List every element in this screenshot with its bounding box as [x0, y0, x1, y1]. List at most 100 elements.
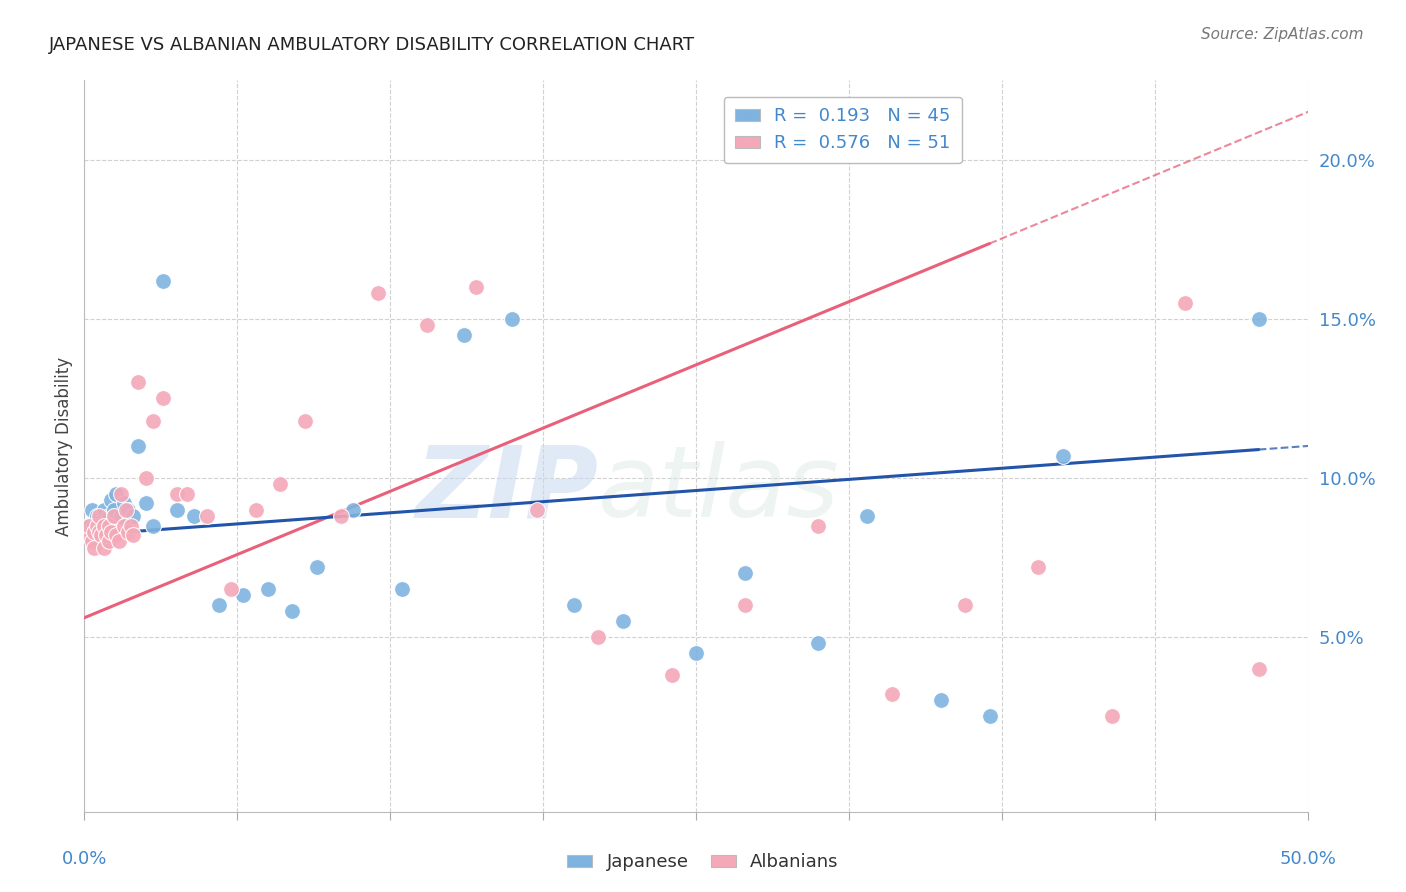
- Point: [87, 508, 110, 523]
- Point: [93, 518, 115, 533]
- Point: [80, 528, 103, 542]
- Text: 0.0%: 0.0%: [62, 850, 107, 868]
- Point: [464, 280, 486, 294]
- Point: [110, 508, 132, 523]
- Point: [1247, 662, 1270, 676]
- Y-axis label: Ambulatory Disability: Ambulatory Disability: [55, 357, 73, 535]
- Point: [112, 518, 135, 533]
- Legend: R =  0.193   N = 45, R =  0.576   N = 51: R = 0.193 N = 45, R = 0.576 N = 51: [724, 96, 962, 163]
- Point: [110, 486, 132, 500]
- Point: [86, 528, 108, 542]
- Point: [661, 668, 683, 682]
- Point: [1052, 449, 1074, 463]
- Text: ZIP: ZIP: [415, 442, 598, 539]
- Point: [105, 486, 128, 500]
- Point: [183, 508, 205, 523]
- Point: [929, 693, 952, 707]
- Point: [586, 630, 609, 644]
- Point: [86, 508, 108, 523]
- Text: Source: ZipAtlas.com: Source: ZipAtlas.com: [1201, 27, 1364, 42]
- Point: [76, 518, 98, 533]
- Point: [1028, 559, 1050, 574]
- Point: [685, 646, 707, 660]
- Point: [166, 486, 188, 500]
- Point: [391, 582, 413, 596]
- Point: [734, 598, 756, 612]
- Text: JAPANESE VS ALBANIAN AMBULATORY DISABILITY CORRELATION CHART: JAPANESE VS ALBANIAN AMBULATORY DISABILI…: [49, 36, 696, 54]
- Point: [1320, 693, 1343, 707]
- Point: [1101, 709, 1123, 723]
- Point: [219, 582, 242, 596]
- Point: [612, 614, 634, 628]
- Point: [93, 502, 115, 516]
- Point: [90, 528, 112, 542]
- Point: [122, 508, 145, 523]
- Point: [807, 636, 830, 650]
- Point: [1174, 296, 1197, 310]
- Point: [117, 524, 139, 539]
- Point: [245, 502, 267, 516]
- Point: [97, 534, 120, 549]
- Point: [80, 534, 103, 549]
- Point: [152, 392, 174, 406]
- Point: [77, 524, 100, 539]
- Point: [117, 502, 139, 516]
- Point: [342, 502, 364, 516]
- Point: [87, 524, 110, 539]
- Point: [142, 518, 165, 533]
- Point: [97, 518, 120, 533]
- Point: [103, 508, 125, 523]
- Point: [953, 598, 976, 612]
- Text: atlas: atlas: [598, 442, 839, 539]
- Point: [93, 541, 115, 555]
- Point: [115, 502, 138, 516]
- Point: [166, 502, 188, 516]
- Point: [90, 516, 112, 530]
- Point: [281, 604, 304, 618]
- Point: [120, 518, 142, 533]
- Point: [453, 327, 475, 342]
- Point: [367, 286, 389, 301]
- Point: [294, 413, 316, 427]
- Point: [152, 274, 174, 288]
- Point: [195, 508, 218, 523]
- Point: [83, 541, 105, 555]
- Point: [87, 512, 110, 526]
- Point: [100, 493, 122, 508]
- Point: [526, 502, 548, 516]
- Point: [305, 559, 328, 574]
- Point: [176, 486, 198, 500]
- Point: [856, 508, 879, 523]
- Point: [83, 518, 105, 533]
- Point: [562, 598, 585, 612]
- Point: [100, 524, 122, 539]
- Point: [142, 413, 165, 427]
- Point: [880, 687, 903, 701]
- Point: [77, 518, 100, 533]
- Point: [80, 502, 103, 516]
- Point: [734, 566, 756, 581]
- Point: [127, 439, 149, 453]
- Point: [208, 598, 231, 612]
- Point: [135, 471, 157, 485]
- Point: [502, 311, 524, 326]
- Point: [107, 534, 129, 549]
- Point: [135, 496, 157, 510]
- Point: [330, 508, 353, 523]
- Point: [90, 524, 112, 539]
- Point: [86, 518, 108, 533]
- Point: [257, 582, 280, 596]
- Point: [122, 528, 145, 542]
- Point: [83, 524, 105, 539]
- Point: [76, 528, 98, 542]
- Point: [105, 528, 128, 542]
- Point: [1247, 311, 1270, 326]
- Text: 50.0%: 50.0%: [1279, 850, 1336, 868]
- Point: [96, 528, 118, 542]
- Point: [127, 376, 149, 390]
- Point: [96, 518, 118, 533]
- Point: [232, 589, 254, 603]
- Point: [269, 477, 291, 491]
- Point: [97, 508, 120, 523]
- Point: [979, 709, 1001, 723]
